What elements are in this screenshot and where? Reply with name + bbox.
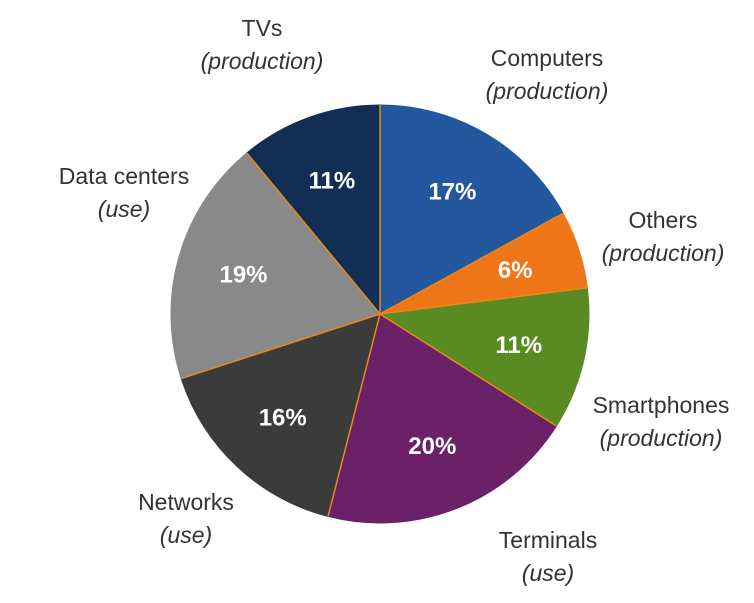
category-label-networks: Networks xyxy=(138,489,234,515)
separators-layer xyxy=(180,105,588,517)
percent-label-computers: 17% xyxy=(428,179,476,206)
slice-separator xyxy=(379,287,588,315)
category-note-terminals: (use) xyxy=(522,560,574,586)
category-note-tvs: (production) xyxy=(201,48,324,74)
category-label-computers: Computers xyxy=(491,45,603,71)
category-note-networks: (use) xyxy=(160,522,212,548)
slices-layer xyxy=(170,104,590,524)
slice-separator xyxy=(327,313,381,517)
slice-separator xyxy=(246,152,381,315)
percent-label-smartphones: 11% xyxy=(495,332,542,359)
slice-separator xyxy=(379,313,557,427)
pie-slice-tvs xyxy=(246,104,381,316)
category-label-terminals: Terminals xyxy=(499,527,597,553)
percent-label-data-centers: 19% xyxy=(219,261,267,288)
pie-slice-terminals xyxy=(327,313,558,524)
category-label-others: Others xyxy=(628,207,697,233)
category-label-smartphones: Smartphones xyxy=(593,392,730,418)
pie-slice-data-centers xyxy=(170,152,381,380)
category-note-data-centers: (use) xyxy=(98,196,150,222)
category-note-others: (production) xyxy=(602,240,725,266)
category-labels-layer: Computers (production) Others (production) S… xyxy=(59,15,730,586)
pie-slice-networks xyxy=(180,313,381,518)
category-note-smartphones: (production) xyxy=(600,425,723,451)
slice-separator xyxy=(180,313,381,380)
percent-label-terminals: 20% xyxy=(408,433,456,460)
category-label-tvs: TVs xyxy=(242,15,283,41)
percent-labels-layer: 17% 6% 11% 20% 16% 19% 11% xyxy=(219,167,542,460)
slice-separator xyxy=(379,212,564,315)
category-note-computers: (production) xyxy=(486,78,609,104)
pie-slice-smartphones xyxy=(378,287,590,427)
category-label-data-centers: Data centers xyxy=(59,163,189,189)
percent-label-others: 6% xyxy=(498,257,533,284)
percent-label-tvs: 11% xyxy=(308,167,355,194)
pie-slice-computers xyxy=(379,104,564,315)
percent-label-networks: 16% xyxy=(259,405,307,432)
